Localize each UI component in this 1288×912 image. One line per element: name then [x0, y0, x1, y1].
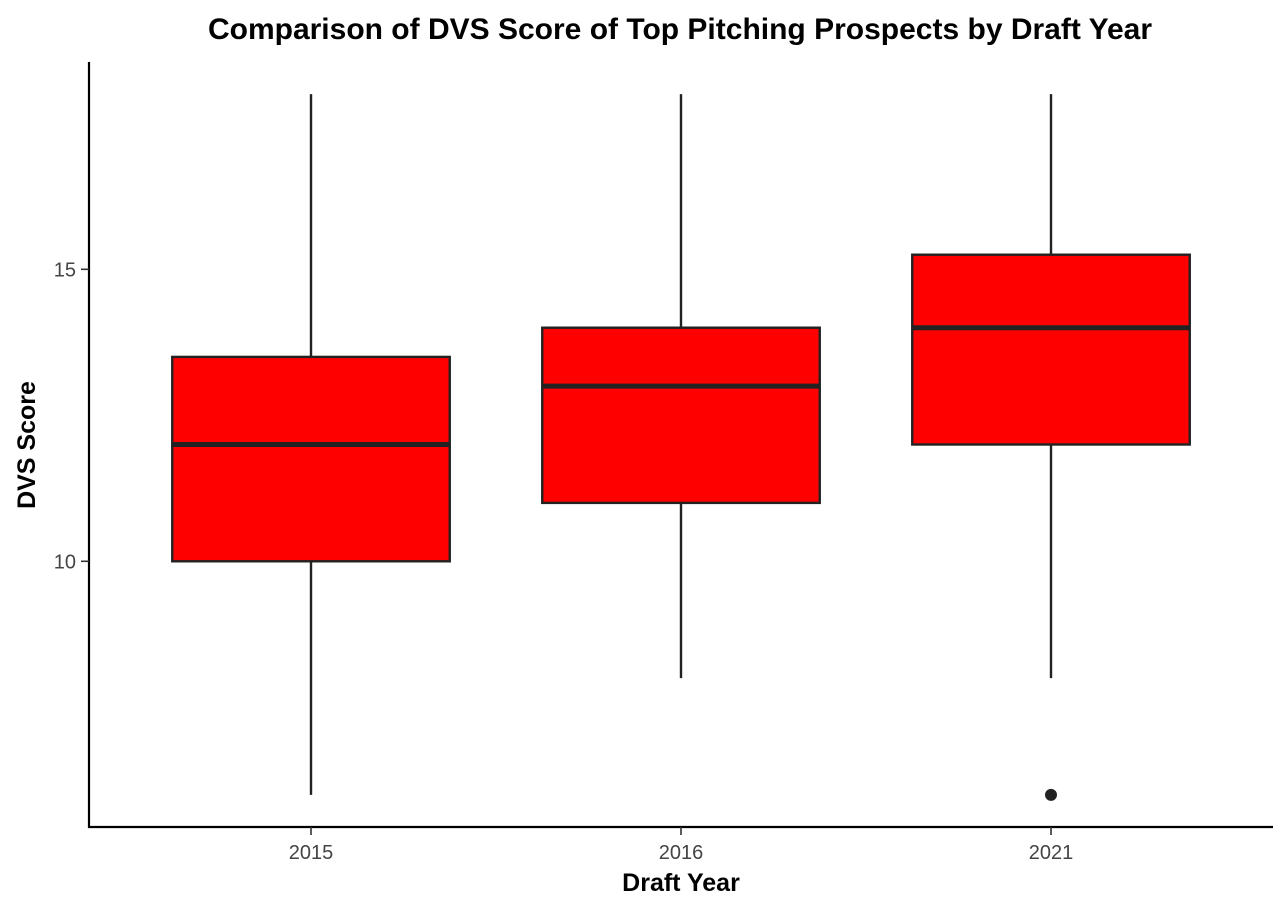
- iqr-box: [171, 355, 451, 563]
- outlier-point: [1045, 788, 1057, 801]
- x-axis-ticks: 2015 2016 2021: [289, 827, 1074, 864]
- box-2015: [171, 94, 451, 795]
- iqr-box: [541, 326, 821, 505]
- x-tick-label: 2016: [659, 842, 704, 864]
- plot-area: [171, 94, 1191, 801]
- y-tick-label: 15: [54, 259, 76, 281]
- y-axis-title: DVS Score: [13, 381, 41, 509]
- x-axis-title: Draft Year: [622, 869, 740, 897]
- y-tick-label: 10: [54, 551, 76, 573]
- iqr-box: [911, 253, 1191, 446]
- x-tick-label: 2015: [289, 842, 334, 864]
- chart-title: Comparison of DVS Score of Top Pitching …: [208, 13, 1152, 46]
- box-2021: [911, 94, 1191, 801]
- box-2016: [541, 94, 821, 679]
- x-tick-label: 2021: [1029, 842, 1074, 864]
- y-axis-ticks: 10 15: [54, 259, 89, 573]
